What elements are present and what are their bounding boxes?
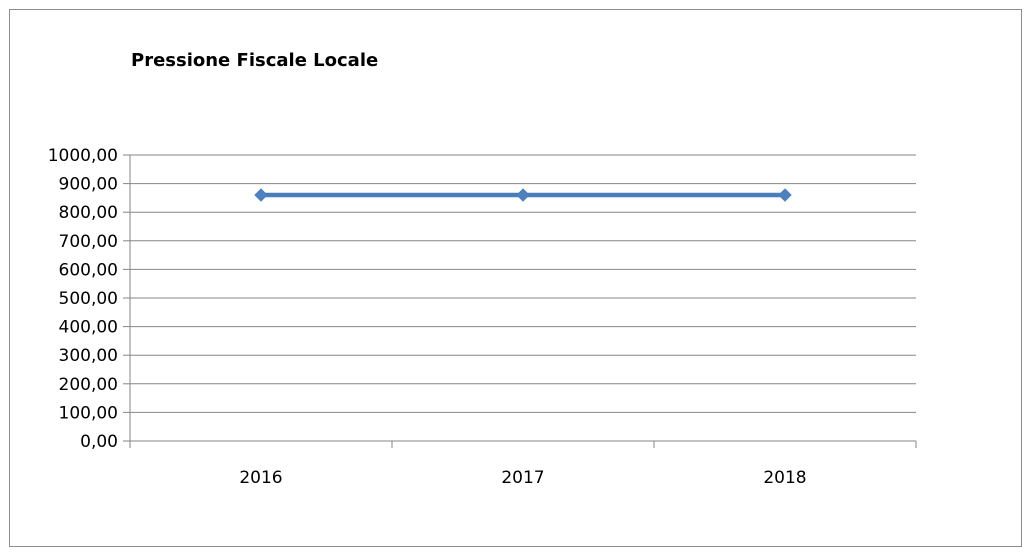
gridlines (130, 154, 916, 413)
chart-title: Pressione Fiscale Locale (131, 50, 379, 71)
data-point-marker (254, 188, 268, 202)
y-tick-label: 300,00 (59, 346, 118, 366)
y-tick-label: 1000,00 (48, 146, 118, 166)
x-tick-label: 2018 (763, 468, 806, 488)
y-tick-label: 400,00 (59, 318, 118, 338)
data-point-marker (516, 188, 530, 202)
y-tick-label: 600,00 (59, 260, 118, 280)
x-tick-labels: 2016 2017 2018 (239, 468, 806, 488)
y-tick-label: 800,00 (59, 203, 118, 223)
y-tick-labels: 0,00 100,00 200,00 300,00 400,00 500,00 600,00… (48, 146, 118, 452)
y-tick-label: 700,00 (59, 232, 118, 252)
x-tick-label: 2017 (501, 468, 544, 488)
y-tick-label: 200,00 (59, 375, 118, 395)
series-layer (254, 188, 792, 202)
y-tick-label: 900,00 (59, 175, 118, 195)
y-tick-label: 100,00 (59, 403, 118, 423)
data-point-marker (778, 188, 792, 202)
y-tick-label: 0,00 (80, 432, 118, 452)
axes (123, 154, 917, 448)
chart-frame (9, 9, 1022, 547)
x-tick-label: 2016 (239, 468, 282, 488)
y-tick-label: 500,00 (59, 289, 118, 309)
